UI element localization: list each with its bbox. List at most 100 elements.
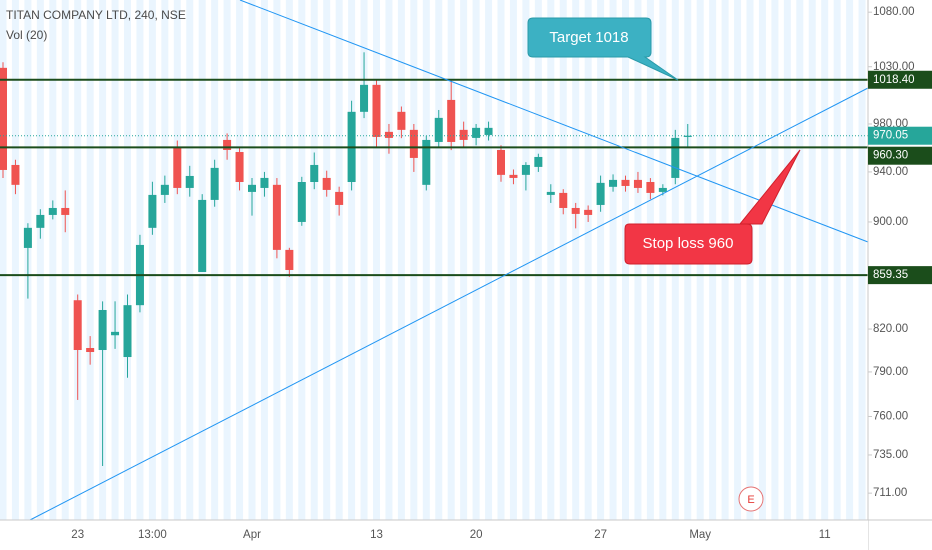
session-stripe [497,0,505,520]
event-marker[interactable] [738,486,764,512]
candle-body [621,179,630,186]
x-tick-label: Apr [243,529,261,541]
session-stripe [821,0,829,520]
x-tick-label: 27 [594,529,607,541]
session-stripe [472,0,480,520]
plot [0,52,868,466]
candle-body [509,174,518,178]
session-stripe [771,0,779,520]
stop-loss-callout-text: Stop loss 960 [643,235,734,252]
candle-body [671,137,680,178]
session-stripe [260,0,268,520]
x-tick-label: 20 [470,529,483,541]
session-stripe [609,0,617,520]
session-stripe [211,0,219,520]
session-stripe [36,0,44,520]
session-stripe [373,0,380,520]
price-level-label: 970.05 [873,130,908,142]
candle-body [459,129,468,140]
candle-body [658,187,667,192]
candle-body [646,181,655,193]
session-stripe [348,0,356,520]
session-stripe [758,0,766,520]
candle-body [98,309,107,351]
trend-line-up [29,87,869,521]
candle-body [86,348,95,353]
candle-body [546,191,555,195]
session-stripe [111,0,119,520]
candle-body [272,184,281,250]
candle-body [472,127,481,138]
session-stripe [410,0,418,520]
candle-body [397,111,406,130]
y-tick-label: 735.00 [873,449,908,461]
session-stripe [584,0,592,520]
candle-body [260,177,269,188]
candle-body [384,131,393,138]
candle-body [596,182,605,205]
session-stripe [360,0,368,520]
candle-body [609,179,618,187]
candle-body [123,305,132,358]
candle-body [497,149,505,175]
candle-body [223,139,232,150]
price-level-label: 1018.40 [873,74,915,86]
y-tick-label: 760.00 [873,411,908,423]
price-level-tag [868,70,932,89]
candle-body [360,84,369,112]
session-stripe [248,0,256,520]
session-stripe [385,0,393,520]
x-tick-label: 11 [819,529,831,541]
session-stripe [597,0,605,520]
chart-title: TITAN COMPANY LTD, 240, NSE [6,8,186,22]
candle-body [48,207,57,215]
candle-body [73,300,82,351]
candle-body [683,135,692,137]
session-stripe [509,0,517,520]
y-tick-label: 940.00 [873,166,908,178]
candle-body [160,184,169,195]
candle-body [310,164,319,182]
candle-body [584,209,593,215]
y-tick-label: 820.00 [873,323,908,335]
session-stripe [846,0,854,520]
candle-body [521,164,530,175]
price-level-label: 960.30 [873,150,908,162]
session-stripe [833,0,841,520]
candle-body [534,156,543,167]
session-stripe [485,0,493,520]
session-stripe [572,0,580,520]
candle-body [61,207,70,215]
candle-body [434,117,443,142]
session-stripe [148,0,156,520]
price-level-tag [868,146,932,165]
session-stripe [61,0,69,520]
candle-body [148,194,157,228]
candle-body [633,179,642,188]
session-stripe [447,0,455,520]
y-tick-label: 900.00 [873,216,908,228]
candle-body [198,199,207,272]
stop-loss-callout [624,149,801,265]
candle-body [409,129,418,158]
candle-body [0,67,7,170]
candle-body [559,192,568,208]
session-stripe [161,0,169,520]
session-stripe [310,0,318,520]
session-stripe [86,0,94,520]
candle-body [422,139,431,185]
y-tick-label: 1080.00 [873,6,915,18]
candle-body [447,99,456,142]
x-tick-label: 23 [71,529,84,541]
session-stripe [534,0,542,520]
session-stripe [559,0,567,520]
candle-body [285,249,294,270]
price-level-label: 859.35 [873,269,908,281]
session-stripe [99,0,107,520]
price-level-tag [868,126,932,145]
session-stripe [858,0,866,520]
event-marker-label[interactable]: E [747,494,754,506]
y-tick-label: 790.00 [873,366,908,378]
target-callout [527,17,679,81]
session-stripe [547,0,555,520]
